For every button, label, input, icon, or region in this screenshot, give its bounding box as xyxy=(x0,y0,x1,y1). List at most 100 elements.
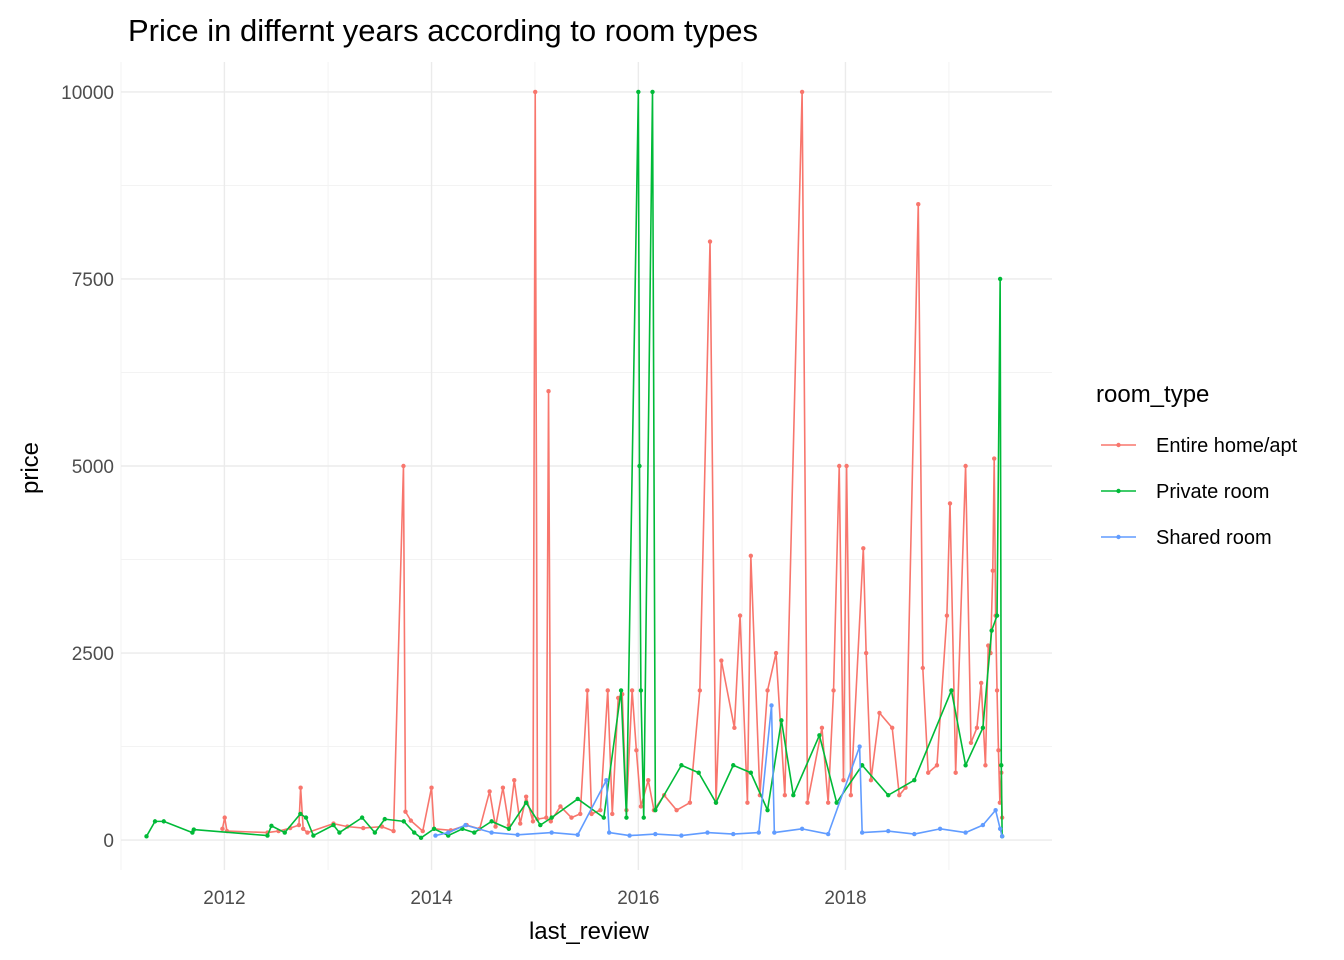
data-point xyxy=(841,778,846,783)
data-point xyxy=(947,501,953,506)
data-point xyxy=(890,725,895,731)
data-point xyxy=(269,823,274,829)
data-point xyxy=(487,789,492,794)
data-point xyxy=(431,826,437,832)
legend-key-point xyxy=(1116,442,1121,448)
data-point xyxy=(637,463,642,469)
data-point xyxy=(605,688,610,693)
data-point xyxy=(963,830,968,835)
x-tick-label: 2016 xyxy=(617,888,659,909)
data-point xyxy=(968,740,974,746)
data-point xyxy=(523,794,529,799)
data-point xyxy=(861,546,866,551)
data-point xyxy=(489,830,494,835)
data-point xyxy=(650,89,655,95)
data-point xyxy=(282,830,287,835)
data-point xyxy=(598,807,603,813)
data-point xyxy=(585,688,590,693)
data-point xyxy=(773,650,779,656)
data-point xyxy=(359,815,365,820)
data-point xyxy=(996,748,1001,753)
data-point xyxy=(782,792,788,798)
data-point xyxy=(220,826,225,832)
data-point xyxy=(296,822,302,828)
data-point xyxy=(512,778,517,783)
data-point xyxy=(980,725,986,731)
data-point xyxy=(361,825,366,831)
data-point xyxy=(575,832,580,838)
x-axis-title: last_review xyxy=(529,918,650,945)
data-point xyxy=(848,792,854,798)
data-point xyxy=(707,239,713,244)
data-point xyxy=(748,553,754,558)
data-point xyxy=(779,718,784,723)
data-point xyxy=(745,800,750,805)
data-point xyxy=(412,830,417,835)
data-point xyxy=(837,463,842,469)
data-point xyxy=(420,828,425,834)
data-point xyxy=(719,658,724,663)
data-point xyxy=(627,833,632,838)
data-point xyxy=(844,463,849,469)
y-tick-label: 7500 xyxy=(72,270,114,291)
data-point xyxy=(857,744,862,749)
data-point xyxy=(877,710,882,716)
data-point xyxy=(983,763,988,768)
data-point xyxy=(765,807,770,813)
data-point xyxy=(989,628,994,633)
series-shared-room xyxy=(433,703,1005,839)
y-tick-label: 0 xyxy=(103,831,114,852)
data-point xyxy=(974,725,980,731)
x-tick-label: 2014 xyxy=(410,888,453,909)
data-point xyxy=(638,688,644,693)
data-point xyxy=(713,800,719,805)
data-point xyxy=(610,811,615,817)
data-point xyxy=(144,834,149,839)
data-point xyxy=(765,688,770,693)
data-point xyxy=(446,830,451,835)
data-point xyxy=(999,834,1005,839)
data-point xyxy=(825,800,831,805)
data-point xyxy=(916,201,921,207)
data-point xyxy=(569,815,574,820)
data-point xyxy=(805,800,810,805)
data-point xyxy=(653,807,658,813)
data-point xyxy=(696,770,701,775)
data-point xyxy=(859,763,865,768)
data-point xyxy=(859,830,865,835)
data-point xyxy=(558,804,563,809)
data-point xyxy=(817,733,822,738)
data-point xyxy=(518,821,523,826)
data-point xyxy=(978,680,984,686)
data-point xyxy=(606,830,612,835)
data-point xyxy=(732,725,737,731)
data-point xyxy=(265,833,270,838)
data-point xyxy=(463,822,468,828)
data-point xyxy=(963,463,968,469)
data-point xyxy=(679,763,684,768)
data-point xyxy=(515,832,520,838)
data-point xyxy=(578,811,583,817)
legend: room_type Entire home/apt Private room Sha… xyxy=(1096,381,1298,549)
data-point xyxy=(222,815,227,820)
data-point xyxy=(604,778,609,783)
legend-item: Shared room xyxy=(1101,527,1272,549)
data-point xyxy=(408,818,414,823)
data-point xyxy=(546,388,551,394)
data-point xyxy=(391,828,396,834)
data-point xyxy=(636,89,641,95)
data-point xyxy=(433,833,438,838)
data-point xyxy=(311,833,316,838)
legend-item: Entire home/apt xyxy=(1101,435,1298,457)
data-point xyxy=(997,826,1003,832)
x-tick-label: 2012 xyxy=(203,888,245,909)
data-point xyxy=(731,831,736,837)
data-point xyxy=(589,811,594,817)
data-point xyxy=(429,785,434,790)
data-point xyxy=(897,792,902,798)
legend-key-point xyxy=(1116,488,1121,494)
data-point xyxy=(674,807,679,813)
data-point xyxy=(500,785,506,790)
data-point xyxy=(999,763,1004,768)
